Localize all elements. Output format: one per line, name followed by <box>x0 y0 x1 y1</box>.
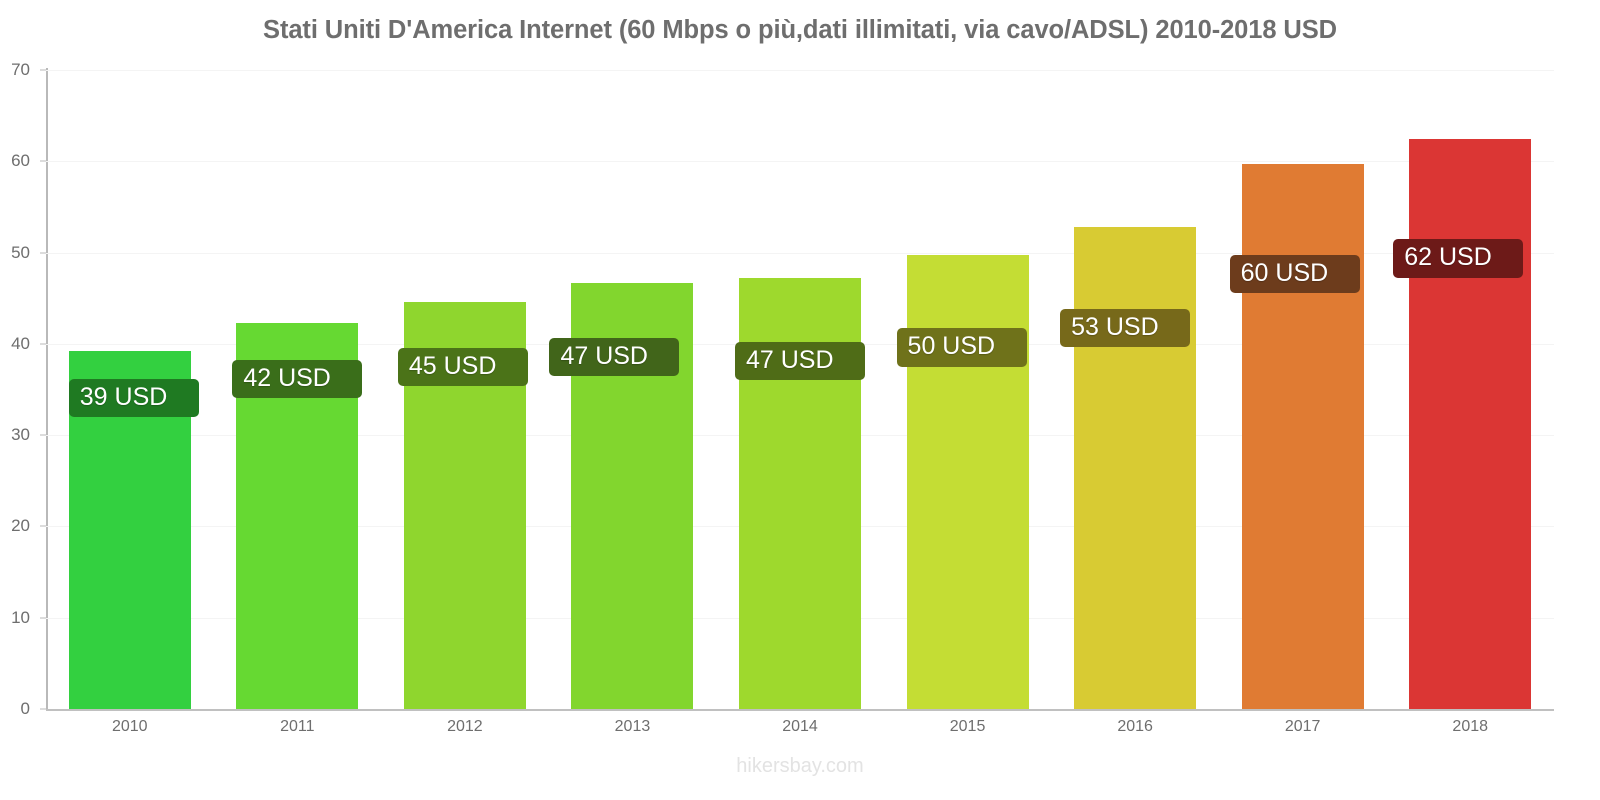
x-tick-label: 2018 <box>1452 718 1489 735</box>
y-tick-label: 70 <box>11 60 30 79</box>
x-tick-label: 2017 <box>1284 718 1321 735</box>
axis-baseline <box>46 709 1554 711</box>
bar-value-label: 45 USD <box>397 347 528 387</box>
x-tick-label: 2015 <box>949 718 986 735</box>
bar-value-label: 47 USD <box>549 337 680 376</box>
plot-area: 39 USD 42 USD 45 USD 47 USD 47 USD 50 USD 53 U… <box>46 70 1554 711</box>
y-tick-mark <box>40 69 46 71</box>
y-tick-mark <box>40 525 46 527</box>
gridline <box>46 252 1554 254</box>
x-tick-label: 2013 <box>614 718 651 735</box>
y-tick-mark <box>40 617 46 619</box>
y-tick-mark <box>40 160 46 162</box>
bar-value-label: 53 USD <box>1060 309 1191 348</box>
gridline <box>46 70 1554 71</box>
bar-value-label: 62 USD <box>1393 239 1524 278</box>
bar-value-label: 39 USD <box>68 379 199 418</box>
bar[interactable] <box>1409 139 1532 709</box>
bar-value-label: 50 USD <box>896 328 1027 367</box>
y-tick-label: 10 <box>11 607 30 627</box>
page-title: Stati Uniti D'America Internet (60 Mbps … <box>263 16 1337 44</box>
y-tick-mark <box>40 343 46 345</box>
y-tick-mark <box>40 252 46 254</box>
footer-watermark: hikersbay.com <box>736 755 864 777</box>
y-tick-label: 30 <box>11 425 30 445</box>
x-tick-label: 2014 <box>782 718 818 735</box>
y-tick-label: 40 <box>11 333 30 353</box>
bar-value-label: 47 USD <box>735 342 865 381</box>
bar[interactable] <box>1074 227 1197 709</box>
y-tick-label: 50 <box>11 242 30 262</box>
x-tick-label: 2011 <box>280 718 315 735</box>
y-tick-label: 60 <box>11 151 30 171</box>
y-tick-mark <box>40 434 46 436</box>
x-tick-label: 2010 <box>111 718 148 735</box>
bar-value-label: 42 USD <box>232 359 363 399</box>
y-tick-label: 20 <box>11 516 30 536</box>
x-tick-label: 2016 <box>1117 718 1153 735</box>
bar[interactable] <box>906 255 1029 709</box>
bar-value-label: 60 USD <box>1229 255 1360 294</box>
y-tick-mark <box>40 708 46 710</box>
bar[interactable] <box>1241 164 1364 709</box>
y-axis-line <box>46 68 48 711</box>
gridline <box>46 161 1554 163</box>
y-tick-label: 0 <box>20 699 30 718</box>
x-tick-label: 2012 <box>447 718 483 735</box>
